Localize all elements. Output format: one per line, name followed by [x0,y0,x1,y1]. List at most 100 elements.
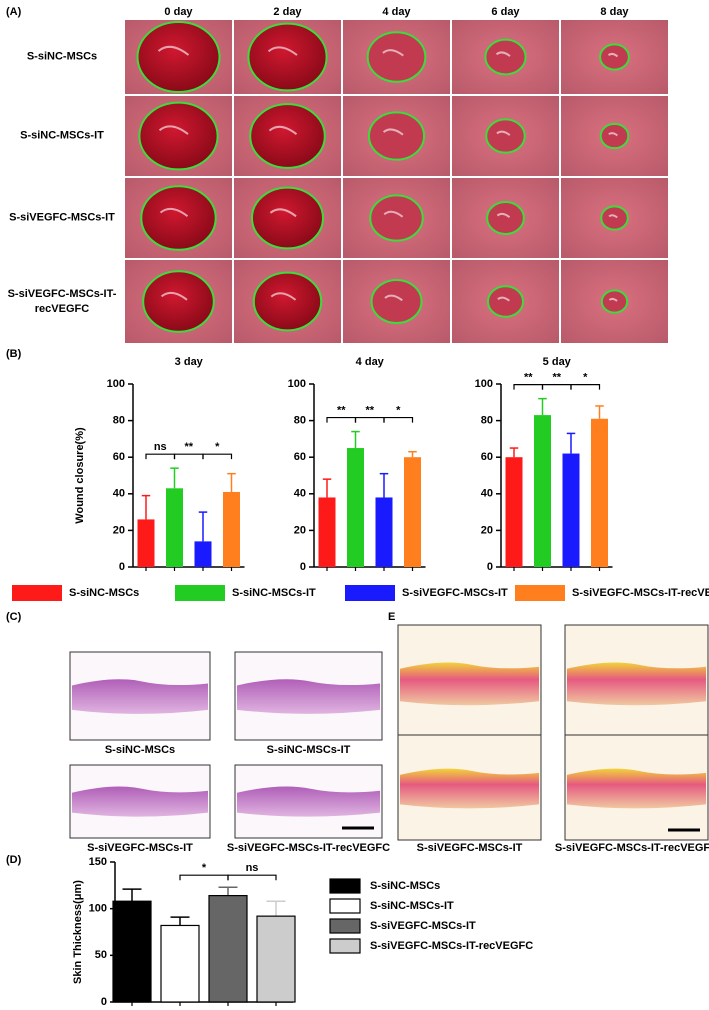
column-label: 4 day [382,6,411,18]
bar [208,894,248,1003]
wound-shine [267,46,298,56]
wound [367,32,426,82]
wound-shine [495,51,511,57]
wound-shine [497,296,510,302]
bar [404,457,421,567]
wound-outline [136,21,221,93]
wound-outline [140,185,217,251]
wound-outline [600,289,629,314]
y-tick-label: 80 [113,415,125,427]
y-tick-label: 100 [288,378,306,390]
legend-label: S-siVEGFC-MSCs-IT-recVEGFC [572,587,709,599]
legend-swatch [515,585,565,601]
y-tick-label: 0 [119,561,125,573]
wound [485,39,526,75]
tissue [72,786,208,817]
significance-label: ** [524,372,533,384]
wound-photo [452,96,559,176]
bar [318,497,336,567]
bar [375,497,393,567]
y-tick-label: 60 [481,451,493,463]
legend-label: S-siNC-MSCs [69,587,139,599]
wound-outline [252,271,323,332]
significance-bracket [326,416,357,423]
y-tick-label: 100 [89,903,107,915]
wound-shine [607,52,619,58]
chart-title: 3 day [175,356,204,368]
histology-image [234,764,383,839]
wound-outline [486,201,525,235]
wound-shine [608,132,618,137]
wound [143,271,214,332]
y-tick-label: 20 [294,524,306,536]
wound [371,280,422,323]
wound-photo [125,20,232,94]
bar [256,915,296,1003]
wound-outline [484,38,527,76]
histology-image [397,624,542,741]
column-label: 6 day [491,6,520,18]
significance-bracket [227,874,277,881]
wound-photo [343,20,450,94]
image-caption: S-siNC-MSCs-IT [267,744,351,756]
y-tick-label: 40 [481,488,493,500]
tissue [400,662,539,706]
wound-photo [452,20,559,94]
image-caption: S-siVEGFC-MSCs-IT [417,842,523,854]
significance-label: ** [365,404,374,416]
wound-photo [343,178,450,258]
tissue [237,786,380,817]
bar [194,541,212,567]
tissue [400,768,539,809]
wound-shine [158,125,189,135]
wound-photo [234,178,341,258]
wound [601,206,628,230]
wound-photo [125,178,232,258]
wound-outline [251,186,324,250]
legend-label: S-siNC-MSCs-IT [370,900,454,912]
histology-image [234,651,383,741]
wound-shine [159,207,189,217]
bar [534,415,551,567]
significance-label: * [202,862,207,874]
wound [487,286,524,317]
bar [223,491,240,567]
y-tick-label: 20 [481,524,493,536]
wound-outline [142,270,215,333]
significance-bracket [570,384,601,390]
wound [487,202,524,234]
panel-label: (B) [6,348,22,360]
significance-bracket [179,874,229,881]
wound-outline [247,22,328,92]
wound-shine [269,208,297,218]
legend-label: S-siVEGFC-MSCs-IT [402,587,508,599]
wound-photo [561,260,668,343]
legend-swatch [329,898,361,914]
significance-label: ** [337,404,346,416]
bar [562,453,580,567]
chart-title: 4 day [356,356,385,368]
wound-photo [234,96,341,176]
y-tick-label: 100 [475,378,493,390]
wound-photo [234,20,341,94]
wound-shine [383,210,404,218]
column-label: 0 day [164,6,193,18]
significance-label: * [396,404,401,416]
y-tick-label: 0 [487,561,493,573]
y-tick-label: 60 [294,451,306,463]
wound-shine [157,45,190,56]
wound-shine [608,297,618,302]
row-label: S-siVEGFC-MSCs-IT-recVEGFC [7,287,117,315]
y-axis-label: Skin Thickness(μm) [72,880,84,984]
row-label: S-siNC-MSCs-IT [20,129,104,142]
wound-outline [369,194,424,242]
histology-image [564,734,709,841]
significance-bracket [354,416,385,423]
legend-label: S-siVEGFC-MSCs-IT-recVEGFC [370,940,533,952]
tissue [237,679,380,714]
wound-shine [382,128,404,136]
wound [368,112,425,160]
wound-shine [268,125,298,135]
wound-outline [370,279,423,324]
wound-shine [496,130,511,136]
